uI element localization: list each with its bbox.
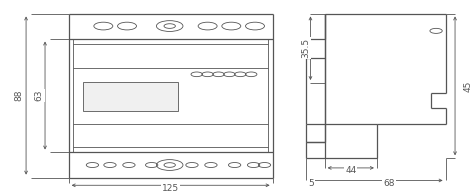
Text: 44: 44 <box>345 166 356 175</box>
Bar <box>83 82 178 111</box>
Bar <box>73 39 268 152</box>
Text: 5: 5 <box>309 179 314 188</box>
Text: 68: 68 <box>383 179 394 188</box>
Text: 35.5: 35.5 <box>301 38 310 58</box>
Text: 125: 125 <box>162 184 179 193</box>
Text: 88: 88 <box>15 90 23 101</box>
Text: 45: 45 <box>464 80 472 91</box>
Text: 63: 63 <box>35 90 44 101</box>
